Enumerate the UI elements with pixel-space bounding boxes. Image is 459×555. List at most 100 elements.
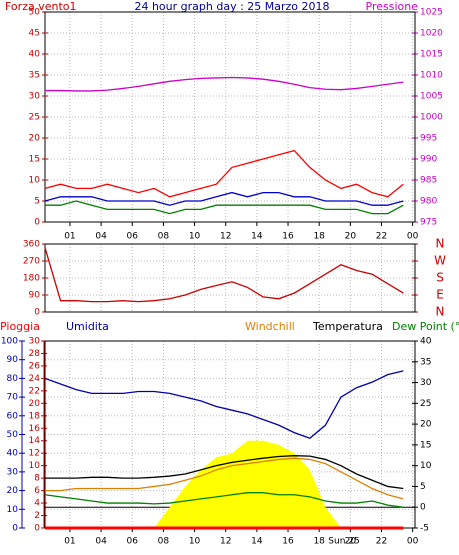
y2-tick-label: 1025 (420, 8, 443, 18)
y3-tick-label: 22 (29, 386, 40, 396)
y2-tick-label: 985 (420, 176, 437, 186)
x-tick-label: 12 (220, 537, 231, 547)
y-tick-label: 15 (29, 155, 40, 165)
y-tick-label: 5 (34, 197, 40, 207)
y2-tick-label: -5 (420, 524, 429, 534)
pressure-axis-title: Pressione (366, 0, 419, 13)
y2-tick-label: 5 (420, 482, 426, 492)
y3-tick-label: 26 (29, 361, 41, 371)
chart-title: 24 hour graph day : 25 Marzo 2018 (134, 0, 329, 13)
x-tick-label: 20 (345, 232, 357, 242)
series-line (44, 492, 404, 508)
y-tick-label: 30 (29, 92, 41, 102)
x-tick-label: 10 (189, 232, 201, 242)
legend-entry: Dew Point (°C (392, 320, 459, 333)
x-tick-label: 18 (313, 537, 325, 547)
x-tick-label: 08 (158, 232, 170, 242)
y-tick-label: 25 (29, 113, 40, 123)
x-tick-label: 16 (282, 232, 294, 242)
x-tick-label: 00 (407, 537, 419, 547)
series-line (44, 149, 404, 198)
series-line (44, 191, 404, 206)
y3-tick-label: 20 (29, 399, 41, 409)
y2-tick-label: 1015 (420, 50, 443, 60)
y-tick-label: 40 (7, 449, 19, 459)
y-tick-label: 20 (29, 134, 41, 144)
y-tick-label: 30 (7, 467, 19, 477)
y2-tick-label: 995 (420, 134, 437, 144)
y3-tick-label: 12 (29, 449, 40, 459)
y-tick-label: 10 (29, 176, 41, 186)
legend-entry: Pioggia (0, 320, 40, 333)
y2-tick-label: 1010 (420, 71, 443, 81)
x-tick-label: 00 (407, 232, 419, 242)
x-tick-label: 01 (64, 232, 75, 242)
y3-tick-label: 30 (29, 337, 41, 347)
y2-tick-label: 975 (420, 218, 437, 228)
y-tick-label: 40 (29, 50, 41, 60)
y2-tick-label: N (436, 305, 445, 319)
y-tick-label: 45 (29, 29, 40, 39)
y3-tick-label: 10 (29, 461, 41, 471)
x-tick-label: 08 (158, 537, 170, 547)
date-label: Sun 25 (328, 537, 359, 547)
y2-tick-label: 980 (420, 197, 437, 207)
y-tick-label: 0 (12, 524, 18, 534)
area (154, 440, 341, 528)
y2-tick-label: 20 (420, 420, 432, 430)
plot-frame (44, 11, 416, 223)
y2-tick-label: E (436, 288, 444, 302)
y-tick-label: 50 (7, 430, 19, 440)
series-line (45, 200, 404, 215)
x-tick-label: 04 (95, 537, 107, 547)
y2-tick-label: 10 (420, 461, 432, 471)
y2-tick-label: 30 (420, 378, 432, 388)
y3-tick-label: 16 (29, 424, 41, 434)
y2-tick-label: W (434, 254, 446, 268)
y2-tick-label: S (436, 271, 444, 285)
y-tick-label: 100 (1, 337, 18, 347)
y3-tick-label: 8 (34, 474, 40, 484)
x-tick-label: 14 (251, 232, 263, 242)
x-tick-label: 18 (313, 232, 325, 242)
x-tick-label: 16 (282, 537, 294, 547)
y2-tick-label: 40 (420, 337, 432, 347)
x-tick-label: 06 (127, 537, 139, 547)
y-tick-label: 0 (34, 308, 40, 318)
y2-tick-label: 1000 (420, 113, 443, 123)
y-tick-label: 360 (23, 240, 40, 250)
y-tick-label: 70 (7, 393, 19, 403)
y-tick-label: 60 (7, 411, 19, 421)
y-tick-label: 90 (7, 355, 19, 365)
y-tick-label: 80 (7, 374, 19, 384)
y2-tick-label: 35 (420, 357, 431, 367)
x-tick-label: 22 (376, 537, 387, 547)
plot-frame (44, 243, 416, 313)
y-tick-label: 35 (29, 71, 40, 81)
y2-tick-label: 1005 (420, 92, 443, 102)
y3-tick-label: 14 (29, 436, 41, 446)
legend-entry: Umidita (66, 320, 109, 333)
y2-tick-label: N (436, 237, 445, 251)
y2-tick-label: 0 (420, 503, 426, 513)
series-line (45, 455, 404, 490)
series-line (45, 457, 404, 500)
x-tick-label: 10 (189, 537, 201, 547)
y3-tick-label: 4 (34, 499, 40, 509)
y2-tick-label: 25 (420, 399, 431, 409)
y-tick-label: 0 (34, 218, 40, 228)
x-tick-label: 12 (220, 232, 231, 242)
x-tick-label: 22 (376, 232, 387, 242)
y3-tick-label: 6 (34, 486, 40, 496)
y-tick-label: 270 (23, 257, 40, 267)
x-tick-label: 01 (64, 537, 75, 547)
y3-tick-label: 2 (34, 511, 40, 521)
y3-tick-label: 18 (29, 411, 41, 421)
y3-tick-label: 28 (29, 349, 41, 359)
y2-tick-label: 15 (420, 440, 431, 450)
wind-axis-title: Forza vento1 (5, 0, 77, 13)
y-tick-label: 180 (23, 274, 40, 284)
legend-entry: Windchill (245, 320, 295, 333)
y-tick-label: 50 (29, 8, 41, 18)
